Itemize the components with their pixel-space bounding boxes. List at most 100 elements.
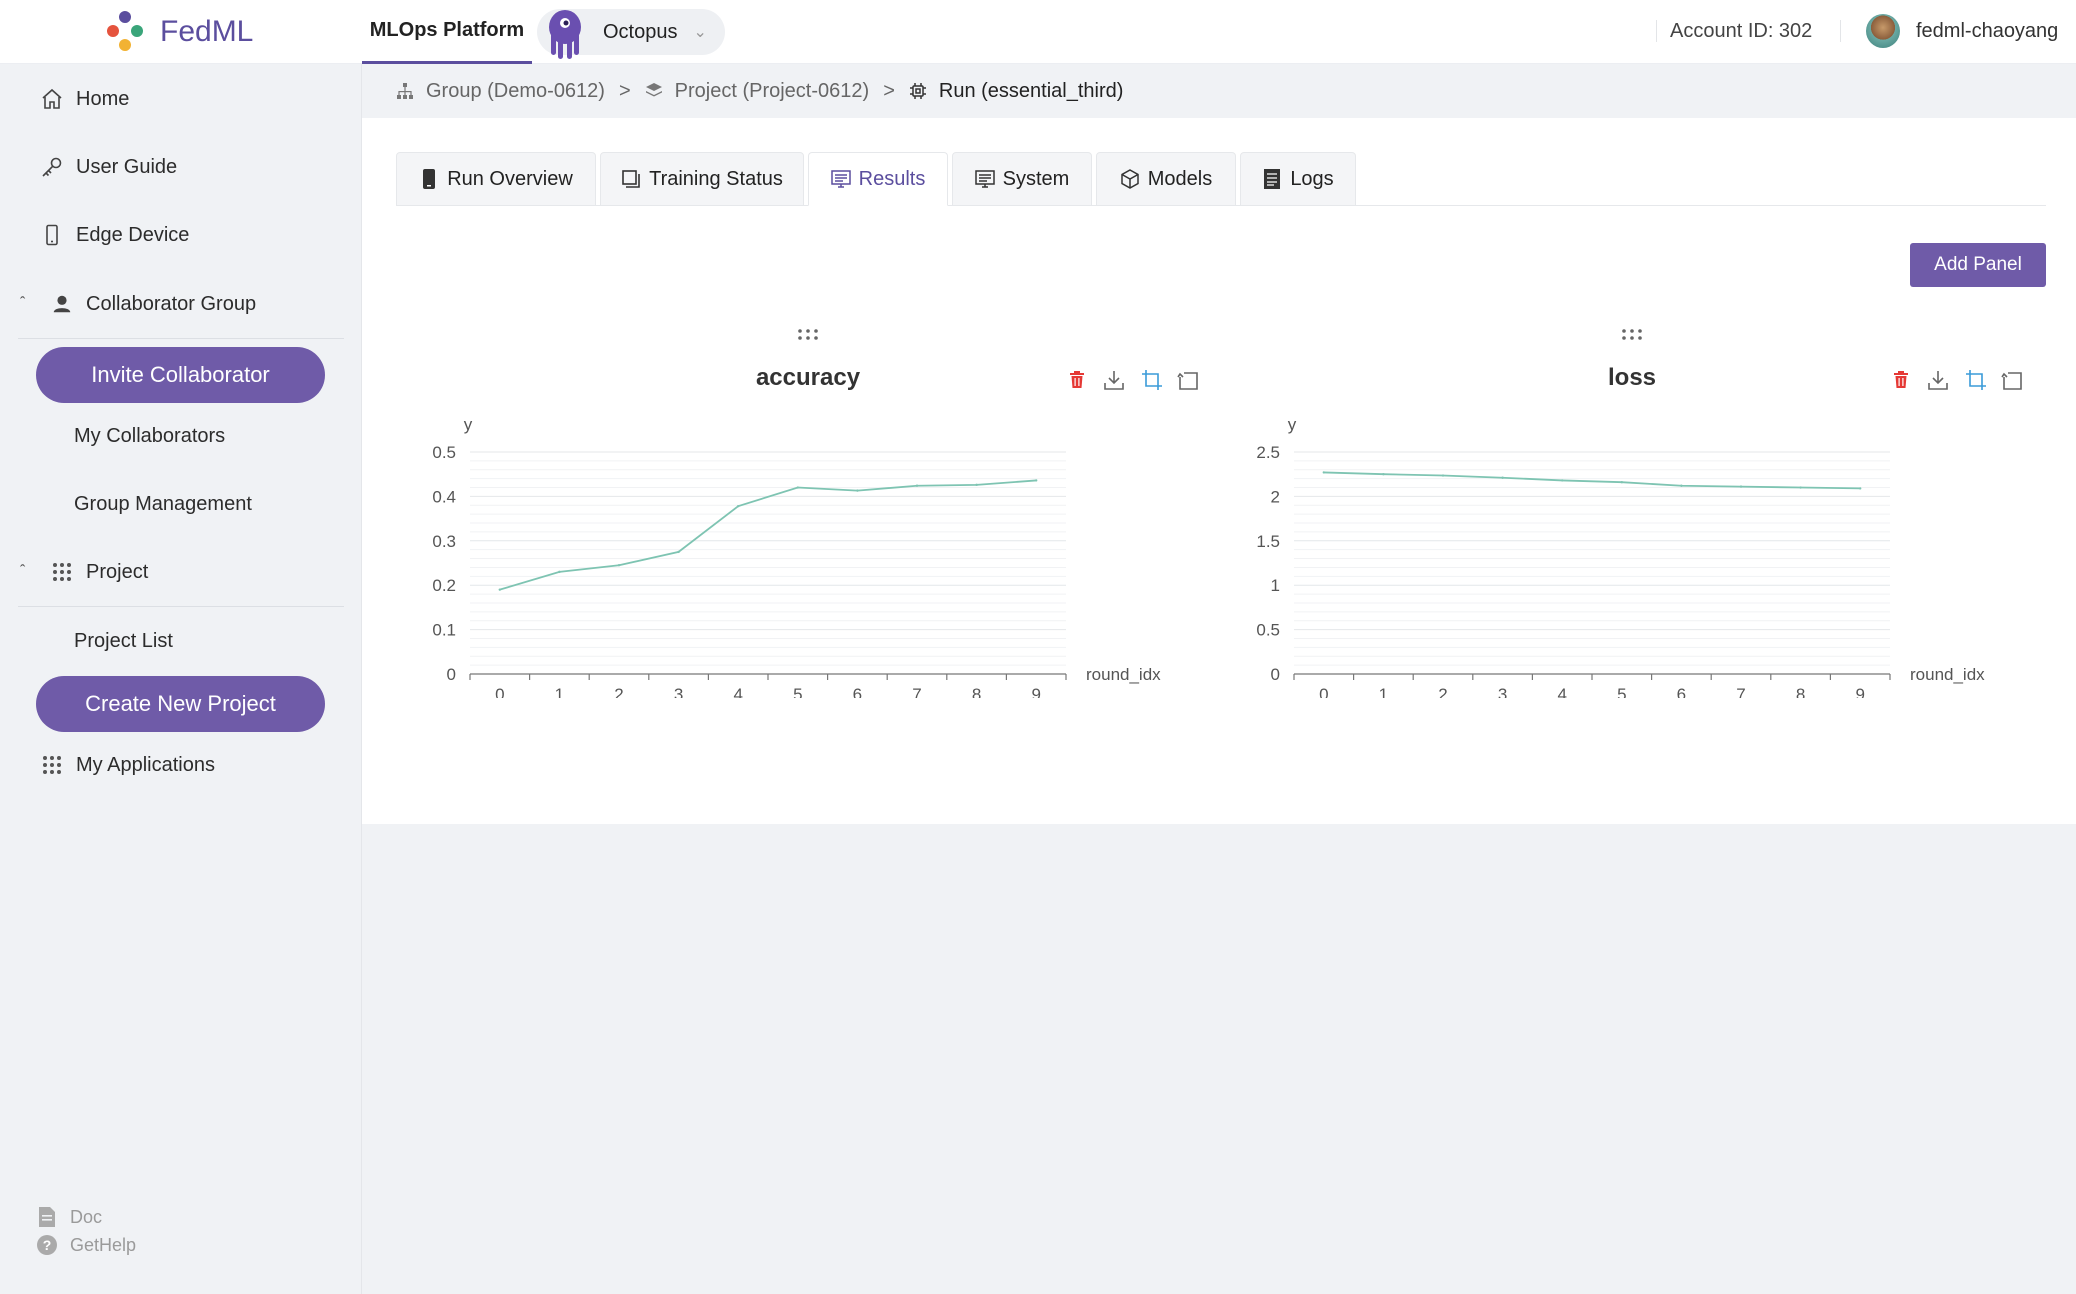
x-tick-label: 3 (1498, 685, 1507, 698)
data-point (796, 486, 799, 489)
grid-icon (38, 751, 66, 779)
tab-run-overview[interactable]: Run Overview (396, 152, 596, 206)
chart-panel-accuracy: accuracy 0 0.1 0.2 0.3 0.4 0.5 y 0 1 2 3 4 5 6 7 8 9 roun… (402, 328, 1202, 698)
chart-panel-loss: loss 0 0.5 1 1.5 2 2.5 y 0 1 2 3 4 5 6 7 8 9 round_idx (1226, 328, 2026, 698)
data-point (558, 570, 561, 574)
nav-mlops-platform[interactable]: MLOps Platform (362, 0, 532, 64)
mobile-device-icon (38, 221, 66, 249)
logo-text: FedML (160, 15, 254, 48)
sidebar-group-project[interactable]: ˆ Project (0, 547, 362, 597)
account-id: Account ID: 302 (1670, 20, 1813, 42)
tab-models[interactable]: Models (1096, 152, 1236, 206)
top-bar: FedML MLOps Platform Octopus ⌄ Account I… (0, 0, 2076, 64)
tab-results[interactable]: Results (808, 152, 948, 206)
breadcrumb-group-label: Group (Demo-0612) (426, 79, 605, 102)
tab-system[interactable]: System (952, 152, 1092, 206)
reset-icon[interactable] (2000, 368, 2024, 392)
tab-training-status[interactable]: Training Status (600, 152, 804, 206)
x-tick-label: 7 (912, 685, 921, 698)
data-point (737, 504, 740, 508)
y-tick-label: 0.2 (432, 576, 456, 595)
data-point (677, 550, 680, 554)
mobile-device-icon (419, 169, 439, 189)
y-tick-label: 0.3 (432, 532, 456, 551)
sidebar-item-home[interactable]: Home (0, 74, 362, 124)
x-tick-label: 5 (1617, 685, 1626, 698)
sidebar-item-my-collaborators[interactable]: My Collaborators (0, 411, 362, 461)
y-tick-label: 1 (1271, 576, 1280, 595)
drag-handle-icon[interactable] (796, 328, 820, 342)
avatar[interactable] (1866, 14, 1900, 48)
key-icon (38, 153, 66, 181)
fedml-logo[interactable]: FedML (102, 8, 253, 56)
data-point (1322, 471, 1325, 474)
data-point (1501, 476, 1504, 479)
delete-icon[interactable] (1889, 368, 1913, 392)
divider (18, 606, 344, 607)
y-tick-label: 0.5 (1256, 621, 1280, 640)
doc-link[interactable]: Doc (36, 1206, 102, 1228)
x-tick-label: 4 (1557, 685, 1566, 698)
hierarchy-icon (396, 82, 414, 100)
x-tick-label: 1 (1379, 685, 1388, 698)
data-point (1035, 479, 1038, 482)
sidebar-item-label: Home (76, 87, 130, 110)
x-tick-label: 9 (1031, 685, 1040, 698)
username[interactable]: fedml-chaoyang (1916, 20, 2059, 42)
sidebar-item-label: User Guide (76, 155, 178, 178)
sidebar-item-label: Group Management (74, 492, 252, 515)
sidebar-item-user-guide[interactable]: User Guide (0, 142, 362, 192)
x-tick-label: 0 (495, 685, 504, 698)
sidebar-item-project-list[interactable]: Project List (0, 616, 362, 666)
org-selector[interactable]: Octopus ⌄ (537, 9, 725, 59)
sidebar-item-my-applications[interactable]: My Applications (0, 740, 362, 790)
doc-label: Doc (70, 1206, 103, 1227)
x-tick-label: 1 (555, 685, 564, 698)
breadcrumb-run-label: Run (essential_third) (938, 79, 1124, 102)
fedml-logo-icon (107, 11, 143, 51)
document-icon (36, 1206, 58, 1228)
sidebar-item-label: My Collaborators (74, 424, 226, 447)
home-icon (38, 85, 66, 113)
octopus-icon (549, 10, 581, 59)
sidebar-group-collaborator[interactable]: ˆ Collaborator Group (0, 279, 362, 329)
invite-collaborator-button[interactable]: Invite Collaborator (36, 347, 325, 403)
gethelp-link[interactable]: ? GetHelp (36, 1234, 136, 1256)
loss-line-chart: 0 0.5 1 1.5 2 2.5 y 0 1 2 3 4 5 6 7 8 9 round_idx (1256, 415, 1985, 698)
series-line (1323, 471, 1861, 490)
create-new-project-button[interactable]: Create New Project (36, 676, 325, 732)
download-icon[interactable] (1926, 368, 1950, 392)
drag-handle-icon[interactable] (1620, 328, 1644, 342)
sidebar-item-group-management[interactable]: Group Management (0, 479, 362, 529)
delete-icon[interactable] (1065, 368, 1089, 392)
layers-icon (645, 82, 663, 100)
breadcrumb-group[interactable]: Group (Demo-0612) (396, 80, 605, 103)
x-tick-label: 6 (853, 685, 862, 698)
y-axis-label: y (1288, 415, 1297, 434)
org-name: Octopus (603, 20, 678, 43)
sidebar-item-edge-device[interactable]: Edge Device (0, 210, 362, 260)
data-point (1620, 480, 1623, 484)
help-icon: ? (36, 1234, 58, 1256)
copy-icon (621, 169, 641, 189)
data-point (856, 489, 859, 492)
chart-title: loss (1607, 364, 1657, 391)
y-tick-label: 2.5 (1256, 443, 1280, 462)
y-tick-label: 0.1 (432, 621, 456, 640)
tab-label: Logs (1290, 167, 1334, 190)
chart-title: accuracy (755, 364, 861, 391)
breadcrumb-project[interactable]: Project (Project-0612) (645, 80, 869, 103)
data-point (1859, 487, 1862, 490)
reset-icon[interactable] (1176, 368, 1200, 392)
breadcrumb-run: Run (essential_third) (909, 79, 1124, 103)
y-tick-label: 2 (1271, 487, 1280, 506)
download-icon[interactable] (1102, 368, 1126, 392)
x-tick-label: 8 (972, 685, 981, 698)
x-tick-label: 6 (1677, 685, 1686, 698)
accuracy-line-chart: 0 0.1 0.2 0.3 0.4 0.5 y 0 1 2 3 4 5 6 7 8 9 round_idx (432, 415, 1161, 698)
crop-icon[interactable] (1140, 368, 1164, 392)
user-icon (48, 290, 76, 318)
tab-logs[interactable]: Logs (1240, 152, 1356, 206)
add-panel-button[interactable]: Add Panel (1910, 243, 2046, 287)
crop-icon[interactable] (1964, 368, 1988, 392)
